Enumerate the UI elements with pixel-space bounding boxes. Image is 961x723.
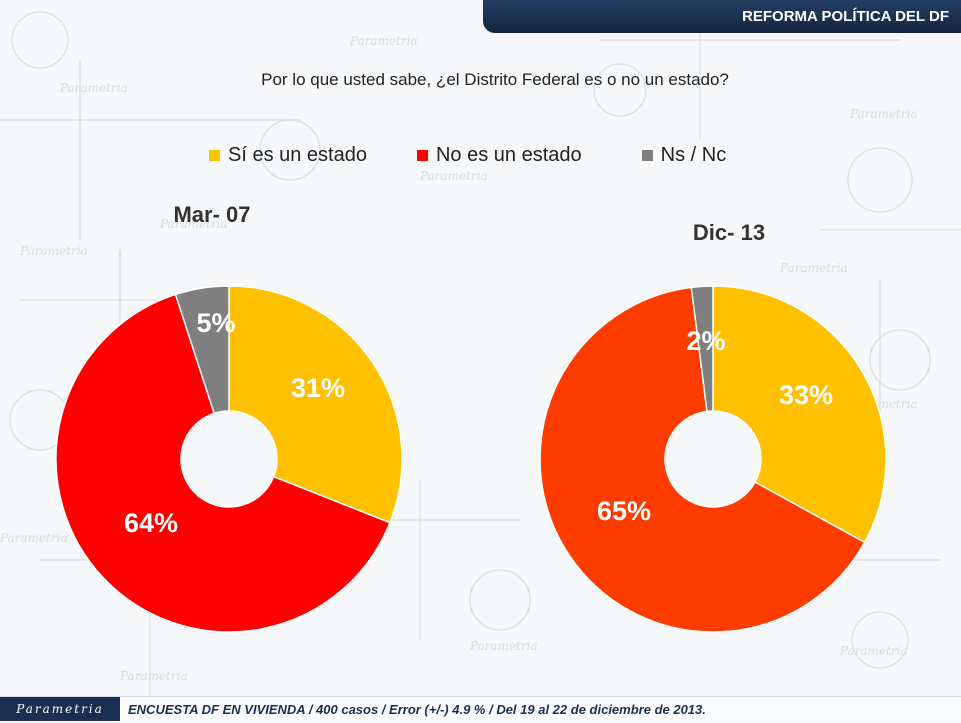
- legend-swatch-si: [209, 149, 220, 161]
- legend-swatch-nsnc: [641, 149, 653, 161]
- slice-no-2: [539, 286, 866, 633]
- slice-label-no-2: 65%: [597, 496, 651, 526]
- watermark-word: Parametria: [469, 639, 538, 653]
- slice-label-no-1: 64%: [124, 508, 178, 538]
- footer-logo: Parametria: [0, 697, 120, 721]
- legend-item-no: No es un estado: [416, 143, 582, 167]
- watermark-word: Parametria: [159, 217, 228, 231]
- footer-bar: Parametria ENCUESTA DF EN VIVIENDA / 400…: [0, 696, 961, 721]
- slice-no-1: [55, 293, 391, 633]
- legend-item-nsnc: Ns / Nc: [641, 143, 727, 167]
- chart-legend: Sí es un estado No es un estado Ns / Nc: [209, 143, 726, 167]
- question-title: Por lo que usted sabe, ¿el Distrito Fede…: [261, 70, 729, 89]
- watermark-word: Parametria: [19, 244, 88, 258]
- slice-nsnc-1: [174, 285, 230, 415]
- chart-title-1: Mar- 07: [173, 202, 250, 227]
- watermark-word: Parametria: [349, 34, 418, 48]
- watermark-word: Parametria: [0, 531, 68, 545]
- slice-si-2: [712, 285, 887, 544]
- donut-chart-1: 31% 64% 5% Mar- 07: [55, 202, 403, 633]
- watermark-word: Parametria: [849, 107, 918, 121]
- legend-swatch-no: [416, 149, 428, 161]
- slice-label-nsnc-1: 5%: [196, 308, 235, 338]
- watermark-word: Parametria: [779, 261, 848, 275]
- legend-item-si: Sí es un estado: [209, 144, 367, 167]
- footer-survey-note: ENCUESTA DF EN VIVIENDA / 400 casos / Er…: [128, 702, 706, 717]
- legend-label-nsnc: Ns / Nc: [660, 143, 727, 166]
- slice-label-si-1: 31%: [291, 373, 345, 403]
- donut-chart-2: 33% 65% 2% Dic- 13: [539, 220, 887, 633]
- watermark-word: Parametria: [59, 81, 128, 95]
- section-tab: REFORMA POLÍTICA DEL DF: [483, 0, 961, 33]
- slice-si-1: [228, 285, 403, 524]
- legend-label-si: Sí es un estado: [228, 143, 367, 166]
- watermark-word: Parametria: [419, 169, 488, 183]
- section-tab-label: REFORMA POLÍTICA DEL DF: [742, 8, 949, 25]
- watermark-word: Parametria: [839, 644, 908, 658]
- watermark-word: Parametria: [119, 669, 188, 683]
- slice-label-nsnc-2: 2%: [686, 326, 725, 356]
- slice-nsnc-2: [690, 285, 714, 413]
- chart-title-2: Dic- 13: [693, 220, 765, 245]
- slice-label-si-2: 33%: [779, 380, 833, 410]
- legend-label-no: No es un estado: [435, 143, 582, 166]
